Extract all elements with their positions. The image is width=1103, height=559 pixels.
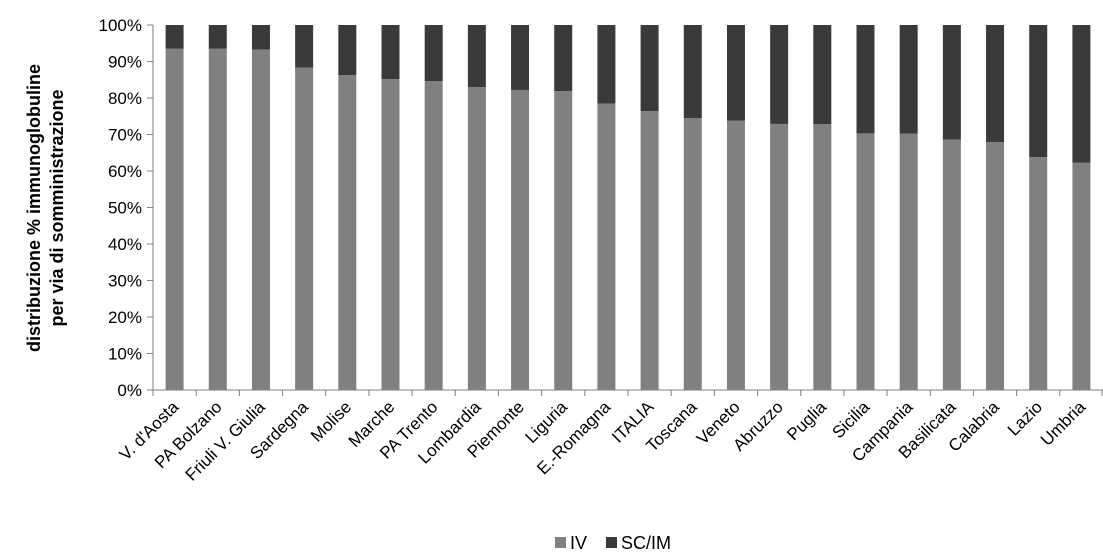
bar-segment-iv xyxy=(683,118,702,390)
bar-segment-sc-im xyxy=(1072,25,1091,163)
bar-segment-iv xyxy=(899,133,918,390)
axes xyxy=(152,25,1103,396)
y-tick-label: 10% xyxy=(108,345,142,364)
legend-swatch-iv xyxy=(555,537,566,548)
legend-label: IV xyxy=(570,533,587,553)
legend: IV SC/IM xyxy=(555,533,671,553)
bar-segment-sc-im xyxy=(770,25,789,124)
y-axis-ticks: 0% 10% 20% 30% 40% 50% 60% 70% 80% 90% 100% xyxy=(99,16,153,400)
bar-segment-iv xyxy=(1072,162,1091,390)
bar-segment-sc-im xyxy=(640,25,659,112)
bar-segment-sc-im xyxy=(554,25,573,92)
bar-segment-sc-im xyxy=(511,25,530,90)
bar-segment-iv xyxy=(726,120,745,390)
bar-segment-iv xyxy=(554,91,573,390)
bar-segment-sc-im xyxy=(899,25,918,134)
bars xyxy=(165,25,1091,391)
bar-segment-sc-im xyxy=(467,25,486,88)
bar-segment-iv xyxy=(511,89,530,390)
y-tick-label: 90% xyxy=(108,53,142,72)
bar-segment-sc-im xyxy=(1029,25,1048,158)
bar-segment-iv xyxy=(467,87,486,391)
legend-label: SC/IM xyxy=(621,533,671,553)
bar-segment-iv xyxy=(208,48,227,390)
y-tick-label: 100% xyxy=(99,16,142,35)
bar-segment-iv xyxy=(856,133,875,390)
bar-segment-iv xyxy=(986,142,1005,390)
y-axis-title: distribuzione % immunoglobuline per via … xyxy=(24,64,67,352)
bar-segment-iv xyxy=(424,81,443,391)
bar-segment-iv xyxy=(942,139,961,390)
bar-segment-iv xyxy=(338,75,357,390)
y-tick-label: 60% xyxy=(108,162,142,181)
bar-segment-sc-im xyxy=(986,25,1005,143)
y-tick-label: 0% xyxy=(117,381,142,400)
bar-segment-iv xyxy=(813,124,832,390)
bar-segment-sc-im xyxy=(726,25,745,121)
bar-segment-sc-im xyxy=(381,25,400,80)
bar-segment-iv xyxy=(251,49,270,390)
bar-segment-sc-im xyxy=(597,25,616,104)
y-axis-title-line-1: distribuzione % immunoglobuline xyxy=(24,64,44,352)
bar-segment-sc-im xyxy=(424,25,443,82)
y-tick-label: 80% xyxy=(108,89,142,108)
bar-segment-sc-im xyxy=(295,25,314,68)
bar-segment-iv xyxy=(1029,157,1048,390)
x-tick-label: Umbria xyxy=(1037,397,1090,450)
y-tick-label: 70% xyxy=(108,126,142,145)
bar-segment-iv xyxy=(597,103,616,390)
legend-swatch-sc-im xyxy=(606,537,617,548)
bar-segment-sc-im xyxy=(683,25,702,119)
y-tick-label: 40% xyxy=(108,235,142,254)
bar-segment-sc-im xyxy=(338,25,357,76)
y-tick-label: 30% xyxy=(108,272,142,291)
bar-segment-sc-im xyxy=(208,25,227,49)
bar-segment-sc-im xyxy=(942,25,961,140)
y-tick-label: 20% xyxy=(108,308,142,327)
bar-segment-iv xyxy=(295,67,314,390)
bar-segment-sc-im xyxy=(813,25,832,125)
bar-segment-iv xyxy=(165,48,184,390)
y-axis-title-line-2: per via di somministrazione xyxy=(47,89,67,326)
bar-segment-sc-im xyxy=(165,25,184,49)
bar-segment-sc-im xyxy=(856,25,875,134)
bar-segment-iv xyxy=(640,111,659,390)
bar-segment-iv xyxy=(381,79,400,391)
bar-segment-sc-im xyxy=(251,25,270,50)
x-tick-label: Puglia xyxy=(783,397,830,444)
y-tick-label: 50% xyxy=(108,199,142,218)
bar-segment-iv xyxy=(770,123,789,390)
